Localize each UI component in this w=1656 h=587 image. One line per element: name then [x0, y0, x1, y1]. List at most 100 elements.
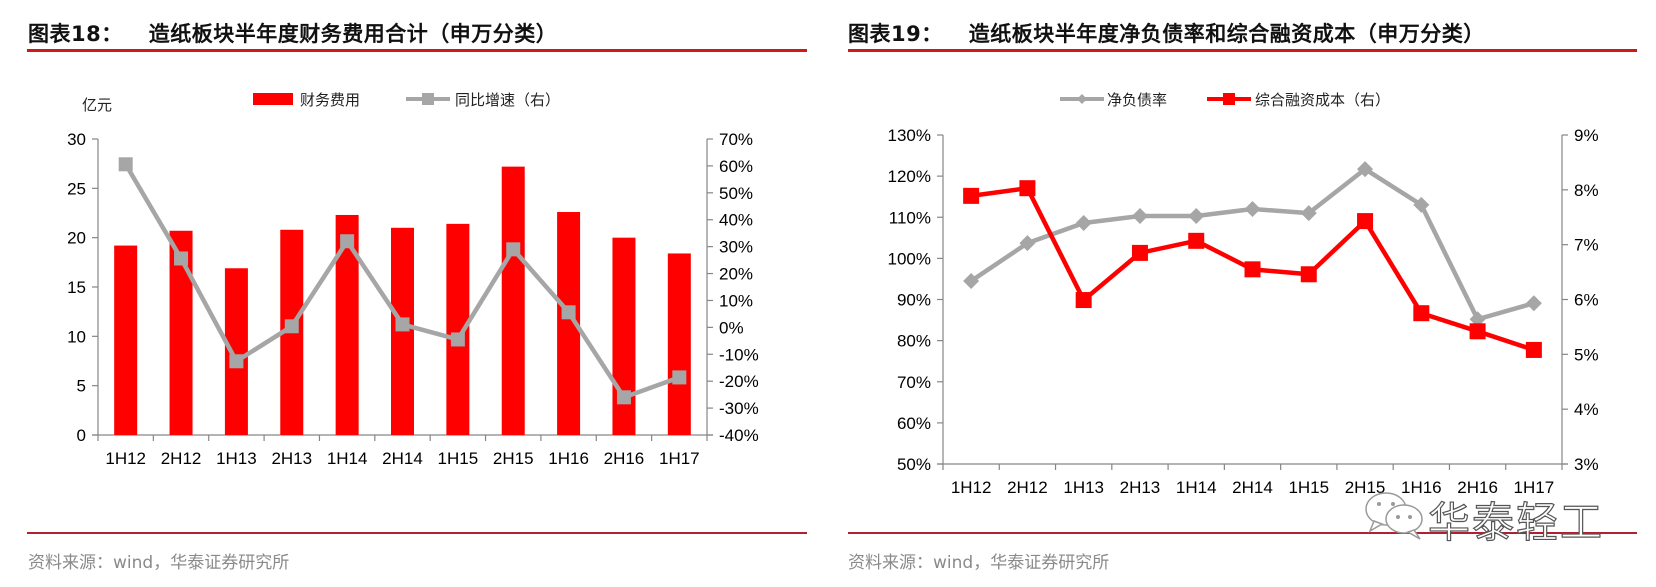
- y-tick-label: 10: [67, 327, 86, 346]
- y-tick-label: 20: [67, 229, 86, 248]
- legend-swatch: [253, 93, 293, 105]
- bar-series: [114, 166, 691, 436]
- diamond-marker: [1300, 205, 1317, 222]
- square-marker: [1525, 341, 1542, 358]
- chart-title-text: 造纸板块半年度净负债率和综合融资成本（申万分类）: [968, 22, 1485, 46]
- legend-marker: [1077, 94, 1087, 104]
- y2-tick-label: 10%: [719, 291, 753, 310]
- square-marker: [1357, 213, 1374, 230]
- legend-label: 财务费用: [300, 91, 360, 109]
- watermark: 华泰轻工: [1360, 487, 1620, 548]
- chart-number: 图表18：: [28, 22, 123, 46]
- chart-panel-19: 图表19： 造纸板块半年度净负债率和综合融资成本（申万分类） 50% 60% 70% 8…: [820, 0, 1656, 587]
- line-series: [118, 157, 687, 405]
- y-tick-label: 110%: [889, 208, 931, 227]
- y2-tick-label: 4%: [1574, 400, 1599, 419]
- line-series: [963, 180, 1542, 358]
- source-note: 资料来源：wind，华泰证券研究所: [28, 553, 290, 573]
- source-note: 资料来源：wind，华泰证券研究所: [848, 553, 1110, 573]
- y2-tick-label: 50%: [719, 184, 753, 203]
- y2-tick-label: 6%: [1574, 291, 1599, 310]
- y2-tick-label: 8%: [1574, 181, 1599, 200]
- x-tick-label: 1H13: [216, 449, 257, 468]
- bar: [335, 214, 359, 435]
- bar: [501, 166, 525, 436]
- y2-tick-label: -20%: [719, 372, 759, 391]
- x-tick-label: 2H14: [1232, 478, 1273, 497]
- square-marker: [450, 332, 465, 347]
- line-series: [963, 161, 1542, 328]
- square-marker: [1300, 266, 1317, 283]
- square-marker: [1131, 244, 1148, 261]
- x-tick-label: 2H15: [1345, 478, 1386, 497]
- y2-tick-label: 9%: [1574, 126, 1599, 145]
- legend-marker: [422, 93, 434, 105]
- y-tick-label: 60%: [897, 414, 931, 433]
- x-tick-label: 2H16: [604, 449, 645, 468]
- x-tick-label: 1H14: [1176, 478, 1217, 497]
- square-marker: [672, 370, 687, 385]
- legend-item: 净负债率: [1060, 91, 1167, 109]
- legend-item: 同比增速（右）: [406, 91, 560, 109]
- y2-tick-label: 60%: [719, 157, 753, 176]
- legend-item: 财务费用: [253, 91, 360, 109]
- diamond-marker: [963, 272, 980, 289]
- bar: [612, 237, 636, 435]
- y-tick-label: 130%: [888, 126, 931, 145]
- y2-tick-label: 3%: [1574, 455, 1599, 474]
- x-tick-label: 2H16: [1457, 478, 1498, 497]
- x-tick-label: 1H14: [327, 449, 368, 468]
- y2-tick-label: 0%: [719, 318, 744, 337]
- chart-number: 图表19：: [848, 22, 943, 46]
- bar: [169, 230, 193, 435]
- y-tick-label: 70%: [897, 373, 931, 392]
- chart-title-text: 造纸板块半年度财务费用合计（申万分类）: [148, 22, 558, 46]
- square-marker: [1019, 180, 1036, 197]
- y-tick-label: 15: [67, 278, 86, 297]
- x-tick-label: 2H13: [271, 449, 312, 468]
- square-marker: [229, 354, 244, 369]
- square-marker: [174, 251, 189, 266]
- y-tick-label: 25: [67, 179, 86, 198]
- dual-line-chart: 50% 60% 70% 80% 90% 100% 110% 120% 130% 3% 4% 5% 6% 7…: [888, 91, 1599, 497]
- legend-label: 综合融资成本（右）: [1255, 91, 1390, 109]
- footer-divider: [848, 532, 1637, 534]
- x-tick-label: 1H16: [548, 449, 589, 468]
- legend-label: 同比增速（右）: [455, 91, 560, 109]
- square-marker: [284, 319, 299, 334]
- y2-tick-label: -10%: [719, 345, 759, 364]
- x-tick-label: 1H17: [1514, 478, 1555, 497]
- legend-item: 综合融资成本（右）: [1207, 91, 1390, 109]
- bar: [557, 212, 581, 435]
- bar: [446, 223, 470, 435]
- diamond-marker: [1188, 208, 1205, 225]
- title-divider: [27, 49, 807, 52]
- x-tick-label: 1H15: [438, 449, 479, 468]
- y2-tick-label: -40%: [719, 426, 759, 445]
- square-marker: [118, 157, 133, 172]
- diamond-marker: [1244, 201, 1261, 218]
- square-marker: [963, 187, 980, 204]
- chart-panel-18: 图表18： 造纸板块半年度财务费用合计（申万分类） 0 5 10 15 20 25 30 -40…: [0, 0, 820, 587]
- title-divider: [848, 49, 1637, 52]
- bar: [114, 245, 138, 435]
- x-tick-label: 2H14: [382, 449, 423, 468]
- square-marker: [340, 234, 355, 249]
- diamond-marker: [1019, 235, 1036, 252]
- watermark-text: 华泰轻工: [1427, 497, 1605, 547]
- bar-line-chart: 0 5 10 15 20 25 30 -40% -30% -20% -10% 0% 10% 20% 30% 4…: [67, 91, 759, 468]
- wechat-icon: [1365, 492, 1423, 540]
- square-marker: [561, 305, 576, 320]
- x-tick-label: 2H13: [1120, 478, 1161, 497]
- x-tick-label: 2H12: [1007, 478, 1048, 497]
- chart-title-18: 图表18： 造纸板块半年度财务费用合计（申万分类）: [28, 18, 557, 48]
- diamond-marker: [1357, 161, 1374, 178]
- y2-tick-label: 20%: [719, 265, 753, 284]
- y-tick-label: 0: [77, 426, 86, 445]
- square-marker: [1413, 305, 1430, 322]
- y-tick-label: 80%: [897, 332, 931, 351]
- y-tick-label: 50%: [897, 455, 931, 474]
- x-tick-label: 1H12: [105, 449, 146, 468]
- y2-tick-label: 30%: [719, 238, 753, 257]
- y-tick-label: 90%: [897, 291, 931, 310]
